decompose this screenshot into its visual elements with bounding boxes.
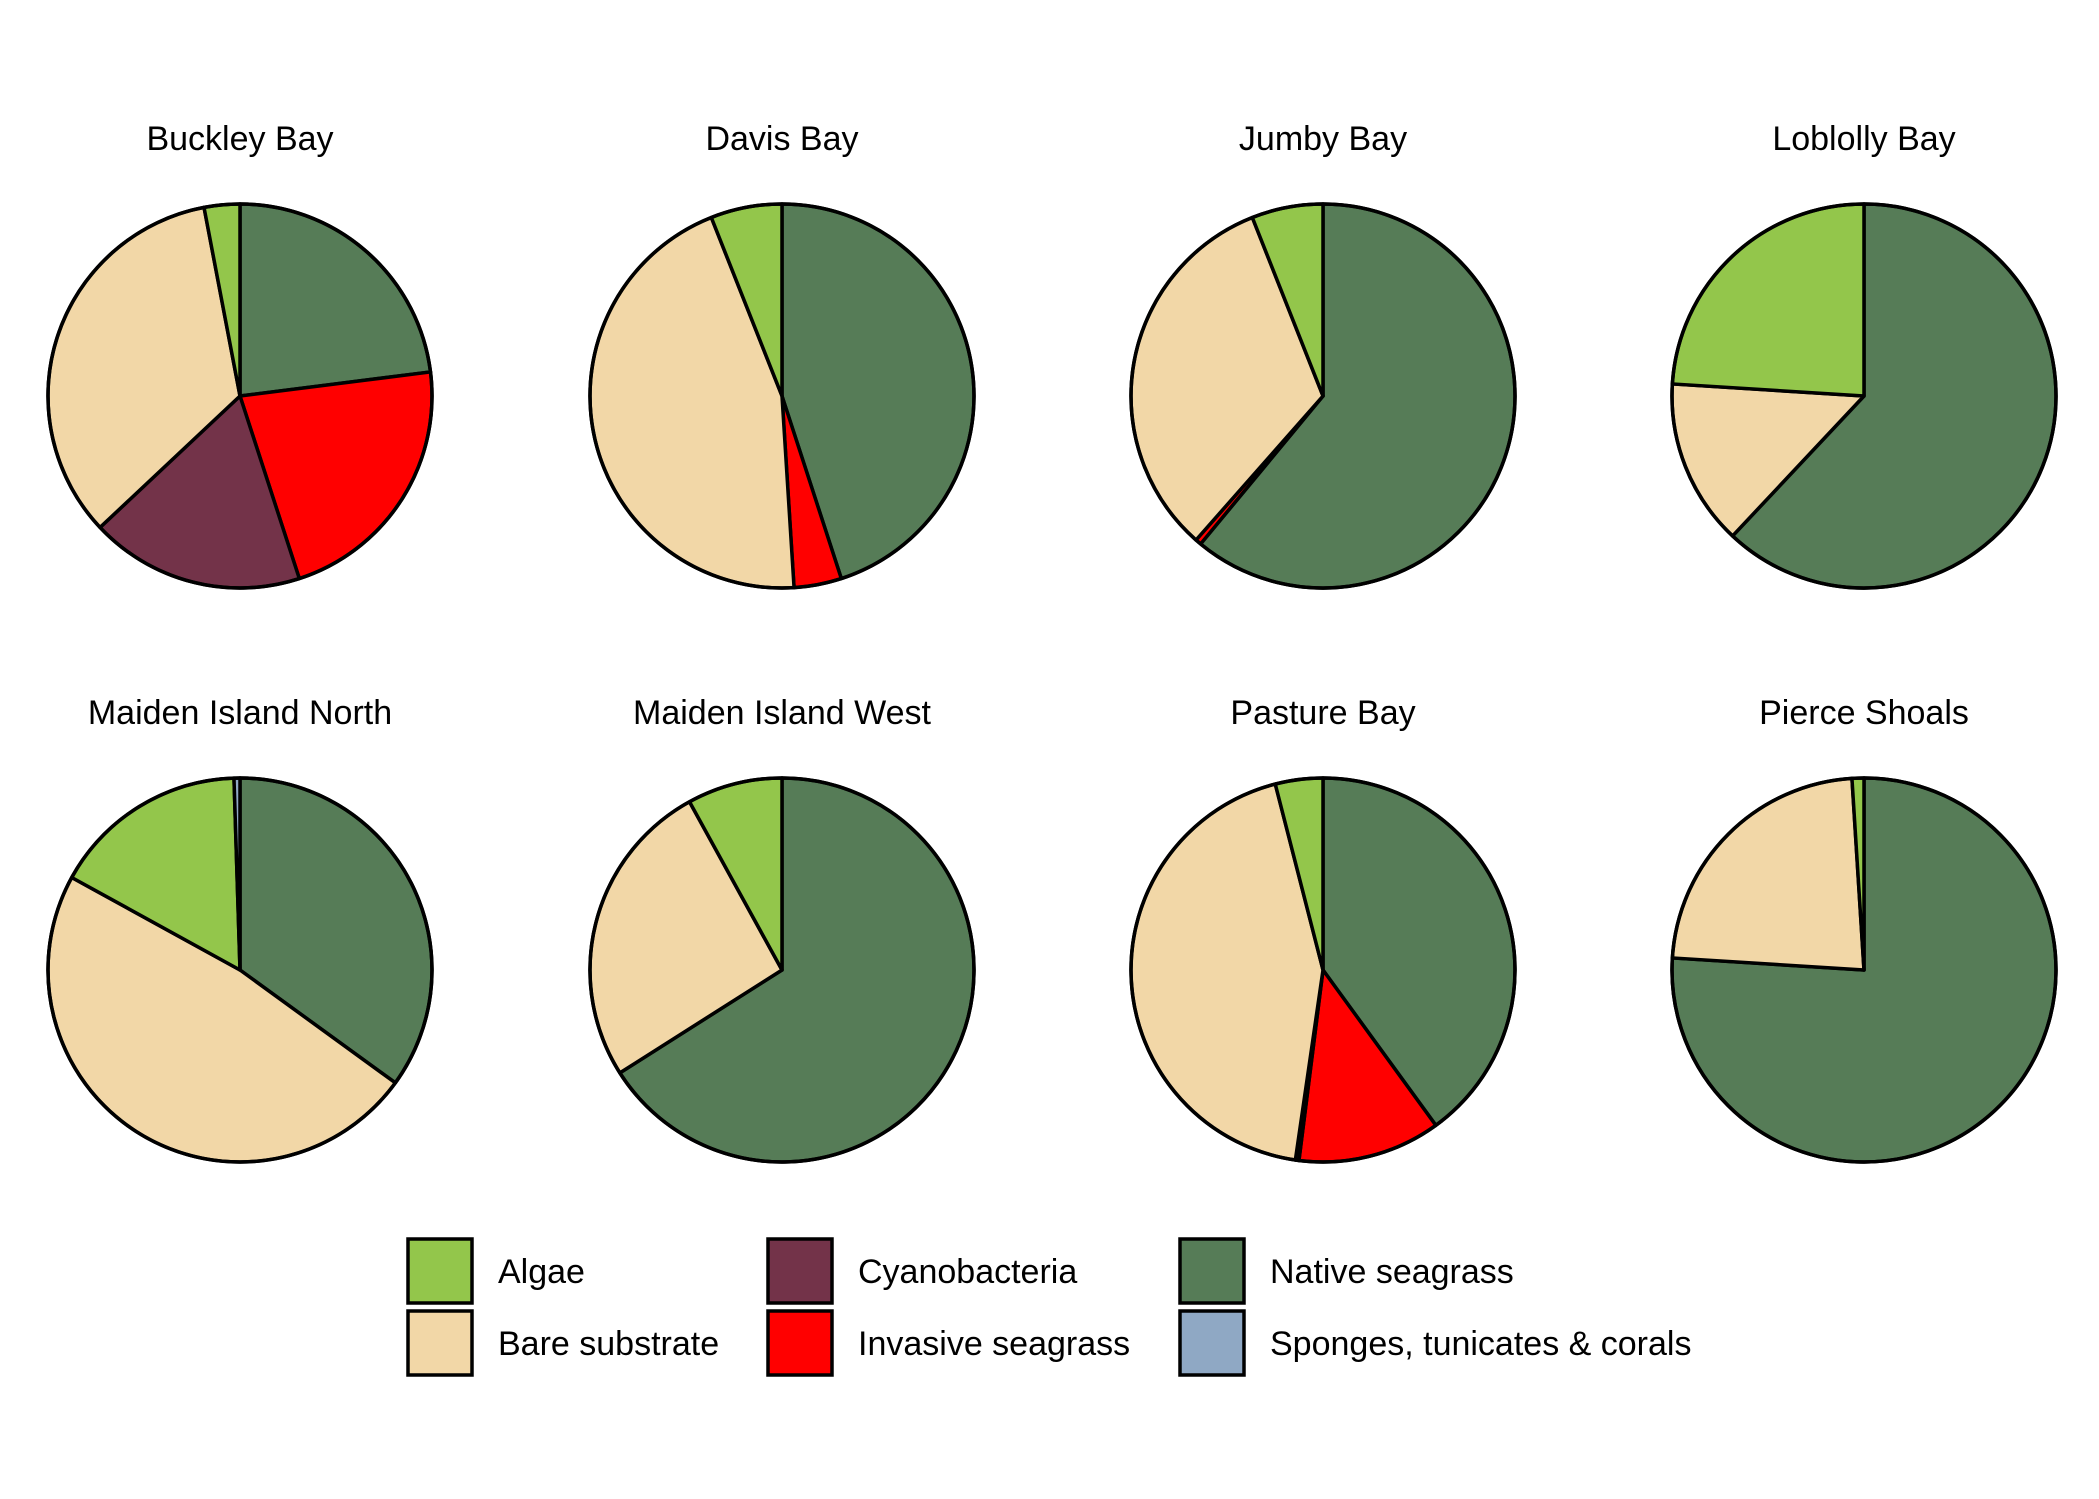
pie-title: Jumby Bay xyxy=(1239,120,1407,158)
pie-outline xyxy=(46,202,434,590)
legend-swatch xyxy=(766,1309,834,1377)
pie-title: Buckley Bay xyxy=(146,120,333,158)
legend-item-algae: Algae xyxy=(406,1237,585,1305)
pie-davis-bay: Davis Bay xyxy=(588,120,976,590)
legend-swatch xyxy=(1178,1237,1246,1305)
pie-title: Loblolly Bay xyxy=(1772,120,1955,158)
pie-pierce-shoals: Pierce Shoals xyxy=(1670,694,2058,1164)
legend-label: Algae xyxy=(498,1253,585,1291)
legend-label: Native seagrass xyxy=(1270,1253,1514,1291)
legend-item-invasive-seagrass: Invasive seagrass xyxy=(766,1309,1130,1377)
legend-swatch xyxy=(406,1309,474,1377)
legend-item-sponges-tunicates-and-corals: Sponges, tunicates & corals xyxy=(1178,1309,1691,1377)
pie-outline xyxy=(1129,776,1517,1164)
pie-title: Davis Bay xyxy=(705,120,858,158)
legend-item-bare-substrate: Bare substrate xyxy=(406,1309,719,1377)
pie-outline xyxy=(1670,202,2058,590)
pie-maiden-island-north: Maiden Island North xyxy=(46,694,434,1164)
legend-item-cyanobacteria: Cyanobacteria xyxy=(766,1237,1077,1305)
pie-outline xyxy=(1670,776,2058,1164)
pie-title: Maiden Island North xyxy=(88,694,392,732)
pie-outline xyxy=(588,776,976,1164)
pie-grid: Buckley Bay Davis Bay Jumby Bay Loblolly Ba… xyxy=(46,120,2058,1164)
pie-loblolly-bay: Loblolly Bay xyxy=(1670,120,2058,590)
legend-label: Invasive seagrass xyxy=(858,1325,1130,1363)
pie-title: Pasture Bay xyxy=(1230,694,1415,732)
legend-item-native-seagrass: Native seagrass xyxy=(1178,1237,1514,1305)
pie-outline xyxy=(1129,202,1517,590)
legend-label: Cyanobacteria xyxy=(858,1253,1077,1291)
legend-label: Bare substrate xyxy=(498,1325,719,1363)
legend: Algae Bare substrate Cyanobacteria Invasive… xyxy=(406,1237,1691,1377)
legend-swatch xyxy=(766,1237,834,1305)
pie-buckley-bay: Buckley Bay xyxy=(46,120,434,590)
pie-pasture-bay: Pasture Bay xyxy=(1129,694,1517,1164)
pie-title: Maiden Island West xyxy=(633,694,932,732)
pie-jumby-bay: Jumby Bay xyxy=(1129,120,1517,590)
legend-label: Sponges, tunicates & corals xyxy=(1270,1325,1691,1363)
legend-swatch xyxy=(406,1237,474,1305)
pie-outline xyxy=(588,202,976,590)
legend-swatch xyxy=(1178,1309,1246,1377)
pie-outline xyxy=(46,776,434,1164)
pie-maiden-island-west: Maiden Island West xyxy=(588,694,976,1164)
pie-title: Pierce Shoals xyxy=(1759,694,1969,732)
